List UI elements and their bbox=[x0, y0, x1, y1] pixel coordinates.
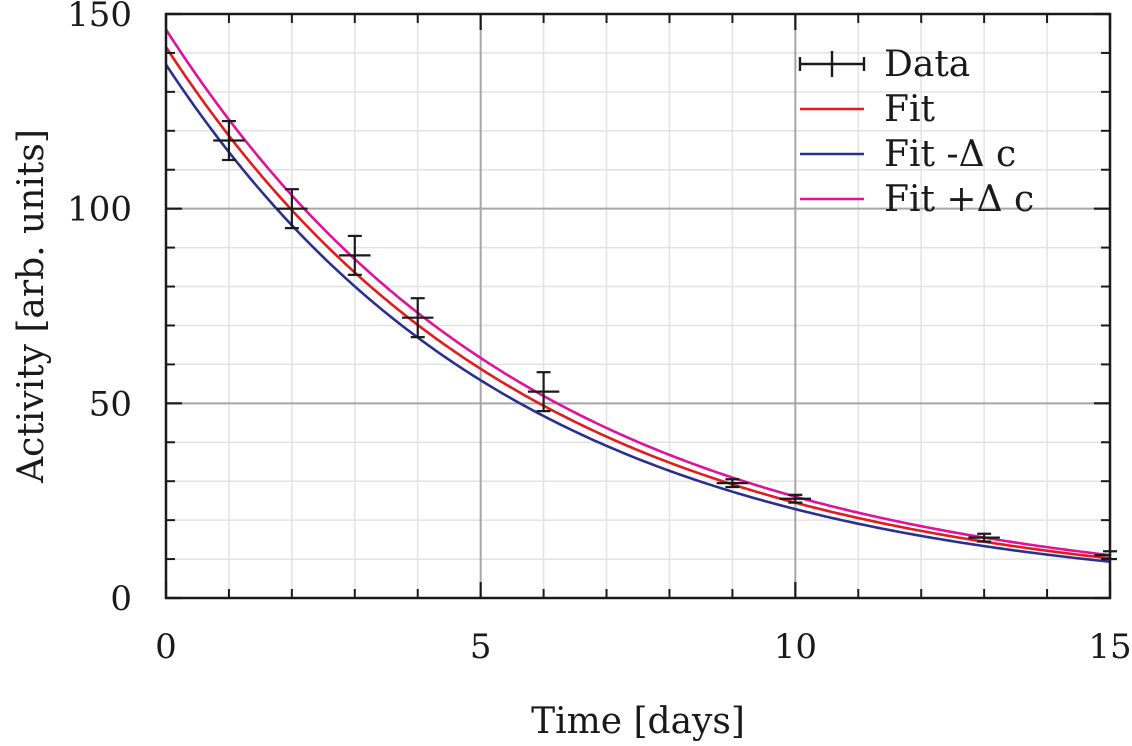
grid-major bbox=[166, 14, 1110, 598]
data-point bbox=[213, 119, 245, 162]
y-tick-label: 0 bbox=[110, 579, 132, 619]
legend-item: Data bbox=[798, 44, 970, 85]
grid-minor bbox=[166, 14, 1110, 598]
fit-curve-line bbox=[164, 63, 1111, 564]
data-point bbox=[339, 234, 371, 276]
fit-curve-line bbox=[164, 46, 1111, 560]
x-tick-label: 5 bbox=[470, 627, 492, 667]
legend-item: Fit bbox=[800, 89, 935, 130]
legend-label: Fit -Δ c bbox=[884, 134, 1016, 175]
data-point bbox=[716, 478, 749, 489]
x-tick-label: 15 bbox=[1088, 627, 1131, 667]
data-point bbox=[968, 532, 1000, 543]
y-tick-label: 50 bbox=[89, 384, 132, 424]
x-axis-label: Time [days] bbox=[531, 701, 745, 742]
legend-label: Data bbox=[884, 44, 970, 85]
x-tick-label: 10 bbox=[774, 627, 817, 667]
y-axis-label: Activity [arb. units] bbox=[11, 129, 52, 484]
x-tick-label: 0 bbox=[155, 627, 177, 667]
plot-frame bbox=[164, 12, 1112, 600]
legend-item: Fit +Δ c bbox=[800, 179, 1034, 220]
data-point bbox=[527, 371, 560, 413]
y-tick-label: 150 bbox=[67, 0, 132, 35]
fit-curves bbox=[164, 28, 1111, 564]
legend-item: Fit -Δ c bbox=[800, 134, 1016, 175]
legend-label: Fit bbox=[884, 89, 935, 130]
axis-ticks bbox=[164, 12, 1112, 600]
data-points bbox=[213, 119, 1117, 561]
data-point bbox=[402, 297, 434, 339]
data-point bbox=[779, 493, 812, 504]
fit-curve-line bbox=[164, 28, 1111, 557]
y-tick-label: 100 bbox=[67, 190, 132, 230]
data-point bbox=[276, 188, 308, 230]
legend-label: Fit +Δ c bbox=[884, 179, 1034, 220]
